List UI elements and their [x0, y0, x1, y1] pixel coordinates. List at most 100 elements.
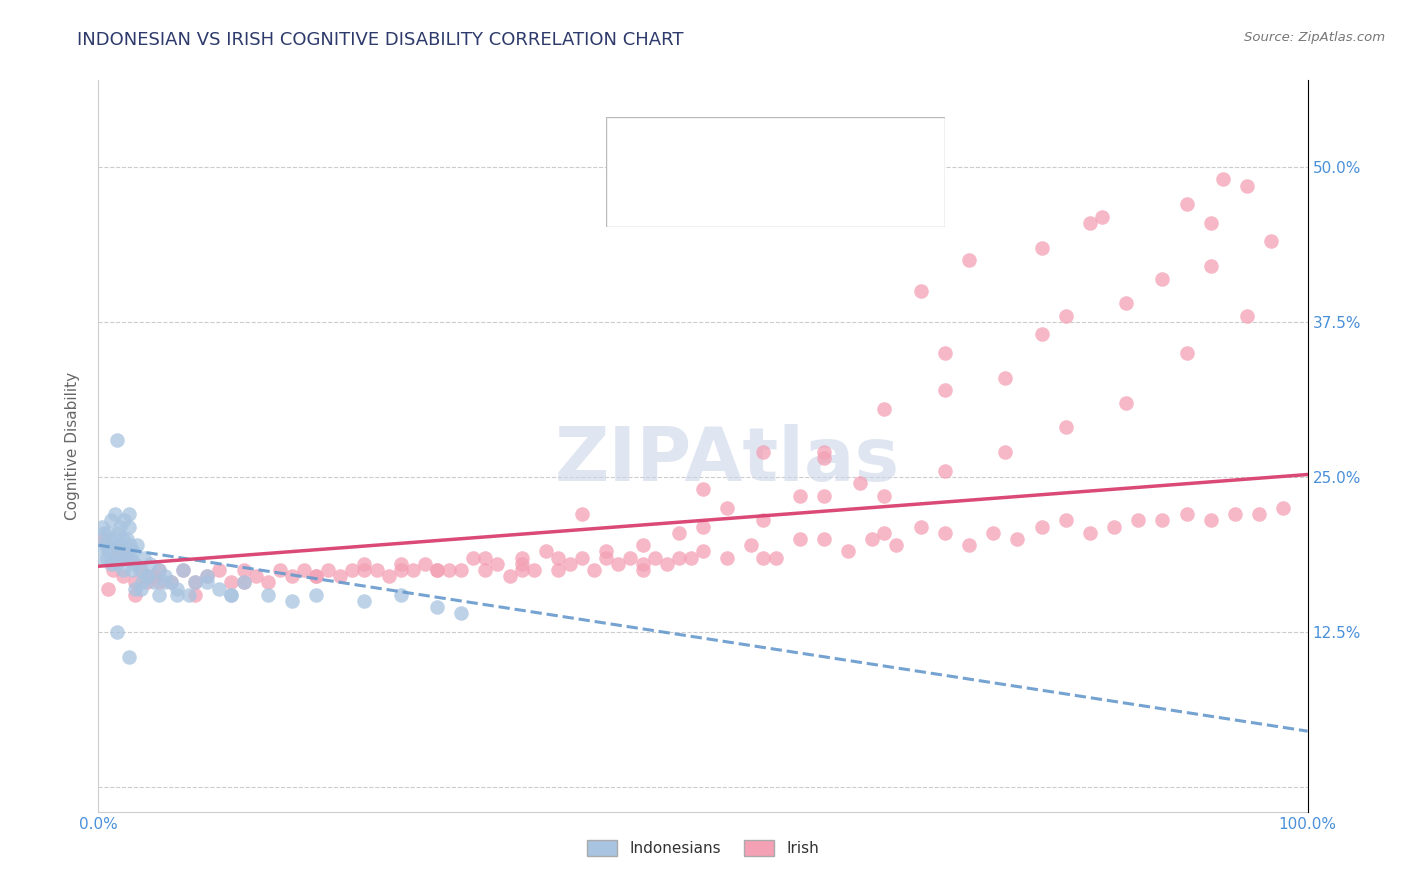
- Point: [353, 557, 375, 571]
- Point: [118, 507, 141, 521]
- Point: [100, 513, 122, 527]
- Point: [1091, 210, 1114, 224]
- Point: [134, 550, 156, 565]
- Point: [1007, 532, 1029, 546]
- Point: [1102, 519, 1125, 533]
- Point: [281, 569, 304, 583]
- Point: [232, 575, 254, 590]
- Point: [256, 588, 278, 602]
- Point: [583, 563, 606, 577]
- Point: [994, 371, 1017, 385]
- Point: [135, 575, 157, 590]
- Point: [292, 563, 315, 577]
- Point: [117, 532, 139, 546]
- Point: [547, 563, 569, 577]
- Point: [1152, 513, 1174, 527]
- Point: [474, 550, 496, 565]
- Point: [208, 563, 231, 577]
- Point: [184, 588, 207, 602]
- Point: [245, 569, 267, 583]
- Point: [111, 563, 134, 577]
- Point: [124, 582, 146, 596]
- Point: [752, 445, 775, 459]
- Point: [837, 544, 859, 558]
- Point: [873, 401, 896, 416]
- Point: [1260, 235, 1282, 249]
- Point: [752, 550, 775, 565]
- Point: [1054, 420, 1077, 434]
- Point: [716, 550, 738, 565]
- Point: [118, 519, 141, 533]
- Point: [153, 569, 176, 583]
- Point: [389, 557, 412, 571]
- Point: [195, 575, 218, 590]
- Text: ZIPAtlas: ZIPAtlas: [554, 424, 900, 497]
- Point: [111, 569, 134, 583]
- Point: [752, 513, 775, 527]
- Point: [510, 557, 533, 571]
- Point: [1078, 216, 1101, 230]
- Point: [179, 588, 201, 602]
- Point: [692, 519, 714, 533]
- Point: [873, 525, 896, 540]
- Point: [607, 557, 630, 571]
- Point: [105, 557, 128, 571]
- Point: [118, 550, 141, 565]
- Point: [172, 563, 194, 577]
- Point: [1199, 513, 1222, 527]
- Point: [413, 557, 436, 571]
- Point: [765, 550, 787, 565]
- Point: [100, 532, 122, 546]
- Point: [93, 532, 115, 546]
- Point: [558, 557, 581, 571]
- Point: [232, 563, 254, 577]
- Point: [108, 538, 131, 552]
- Point: [195, 569, 218, 583]
- Point: [789, 532, 811, 546]
- Point: [1175, 507, 1198, 521]
- Point: [1175, 197, 1198, 211]
- Point: [103, 538, 125, 552]
- Point: [934, 525, 956, 540]
- Point: [1175, 346, 1198, 360]
- Point: [148, 588, 170, 602]
- Point: [221, 575, 243, 590]
- Point: [184, 575, 207, 590]
- Point: [305, 569, 328, 583]
- Point: [692, 483, 714, 497]
- Point: [813, 489, 835, 503]
- Point: [510, 550, 533, 565]
- Point: [121, 563, 143, 577]
- Point: [353, 594, 375, 608]
- Point: [107, 544, 129, 558]
- Point: [813, 532, 835, 546]
- Point: [450, 563, 472, 577]
- Text: INDONESIAN VS IRISH COGNITIVE DISABILITY CORRELATION CHART: INDONESIAN VS IRISH COGNITIVE DISABILITY…: [77, 31, 683, 49]
- Point: [98, 544, 121, 558]
- Point: [934, 346, 956, 360]
- Point: [195, 569, 218, 583]
- Point: [94, 538, 117, 552]
- Point: [849, 476, 872, 491]
- Point: [1272, 500, 1295, 515]
- Point: [740, 538, 762, 552]
- Point: [97, 582, 120, 596]
- Point: [1212, 172, 1234, 186]
- Point: [97, 525, 120, 540]
- Point: [105, 624, 128, 639]
- Point: [221, 588, 243, 602]
- Point: [486, 557, 509, 571]
- Point: [129, 582, 152, 596]
- Point: [256, 575, 278, 590]
- Point: [111, 532, 134, 546]
- Point: [437, 563, 460, 577]
- Point: [1199, 216, 1222, 230]
- Point: [160, 575, 183, 590]
- Point: [716, 500, 738, 515]
- Point: [910, 519, 932, 533]
- Point: [631, 563, 654, 577]
- Point: [142, 569, 165, 583]
- Point: [426, 563, 449, 577]
- Point: [860, 532, 883, 546]
- Point: [148, 563, 170, 577]
